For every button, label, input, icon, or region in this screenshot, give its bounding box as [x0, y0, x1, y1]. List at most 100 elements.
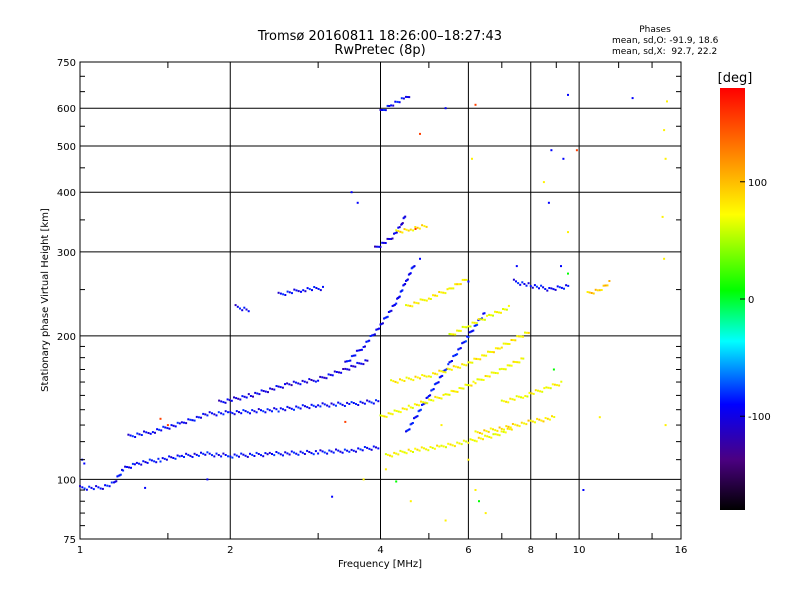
echo-point: [416, 415, 419, 418]
echo-point: [446, 393, 449, 396]
echo-point: [505, 400, 508, 403]
echo-point: [271, 388, 274, 391]
echo-point: [377, 400, 380, 403]
echo-point: [533, 284, 536, 287]
echo-point: [254, 391, 257, 394]
echo-point: [516, 335, 519, 338]
echo-point: [461, 325, 464, 328]
echo-point: [377, 447, 380, 450]
echo-point: [494, 433, 497, 436]
echo-point: [159, 460, 162, 463]
echo-point: [185, 452, 188, 455]
echo-point: [384, 109, 387, 112]
echo-point: [230, 399, 233, 402]
echo-point: [478, 378, 481, 381]
echo-point: [321, 450, 324, 453]
echo-point: [486, 375, 489, 378]
echo-point: [281, 386, 284, 389]
echo-point: [155, 461, 158, 464]
echo-point: [313, 286, 316, 288]
echo-point: [390, 104, 393, 107]
echo-point: [511, 423, 514, 425]
echo-point: [500, 430, 503, 433]
echo-point: [553, 383, 556, 386]
echo-point: [178, 422, 181, 425]
echo-point: [433, 383, 436, 386]
echo-point: [464, 383, 467, 386]
x-tick-label: 10: [573, 545, 586, 556]
echo-point: [473, 357, 476, 360]
echo-point: [594, 288, 597, 291]
echo-point: [357, 404, 360, 406]
echo-point: [323, 403, 326, 406]
echo-point: [482, 438, 484, 441]
echo-point: [560, 286, 563, 289]
echo-point: [153, 460, 156, 463]
echo-point: [425, 448, 428, 451]
y-tick-label: 100: [57, 475, 76, 486]
echo-point: [483, 312, 486, 315]
echo-point: [403, 228, 406, 231]
echo-point: [429, 394, 432, 397]
echo-point: [339, 450, 342, 453]
echo-point: [520, 396, 522, 399]
echo-point: [405, 228, 408, 231]
echo-point: [355, 403, 357, 405]
echo-point: [297, 453, 300, 456]
echo-point: [512, 278, 515, 281]
echo-point: [399, 378, 401, 381]
echo-point: [476, 378, 479, 381]
echo-point: [452, 333, 455, 336]
echo-point: [407, 429, 410, 431]
echo-point: [295, 405, 298, 408]
echo-point: [548, 287, 551, 289]
echo-point: [399, 449, 402, 452]
echo-point: [483, 429, 486, 432]
echo-point: [187, 418, 190, 421]
echo-point: [257, 453, 260, 455]
echo-point: [246, 411, 249, 414]
echo-point: [134, 436, 137, 438]
echo-point: [145, 431, 148, 434]
echo-point: [197, 416, 200, 419]
echo-point: [414, 228, 417, 230]
echo-point: [405, 452, 408, 455]
echo-point: [343, 448, 346, 451]
echo-point: [275, 451, 278, 453]
echo-point: [575, 149, 578, 152]
echo-point: [481, 354, 484, 357]
echo-point: [540, 419, 543, 422]
chart-subtitle: RwPretec (8p): [334, 43, 425, 58]
echo-point: [202, 412, 205, 415]
echo-point: [127, 433, 130, 436]
echo-point: [488, 375, 491, 378]
echo-point: [329, 373, 332, 376]
echo-point: [104, 484, 107, 487]
echo-point: [253, 410, 256, 413]
echo-point: [434, 294, 437, 297]
echo-point: [631, 97, 634, 100]
echo-point: [374, 245, 376, 248]
echo-point: [135, 461, 138, 464]
echo-point: [440, 444, 443, 447]
echo-point: [165, 458, 168, 461]
echo-point: [271, 453, 273, 455]
echo-point: [381, 322, 384, 325]
echo-point: [266, 453, 269, 456]
echo-point: [372, 333, 375, 336]
echo-point: [531, 286, 534, 289]
echo-point: [588, 291, 591, 294]
echo-point: [492, 428, 494, 431]
echo-point: [426, 396, 429, 399]
echo-point: [398, 101, 401, 104]
echo-point: [471, 157, 473, 160]
echo-point: [444, 519, 447, 522]
echo-point: [436, 444, 439, 447]
echo-point: [661, 215, 664, 218]
echo-point: [427, 395, 430, 397]
x-tick-label: 4: [377, 545, 383, 556]
echo-point: [463, 340, 466, 343]
echo-point: [269, 387, 272, 390]
echo-point: [110, 481, 113, 484]
echo-point: [299, 450, 302, 453]
